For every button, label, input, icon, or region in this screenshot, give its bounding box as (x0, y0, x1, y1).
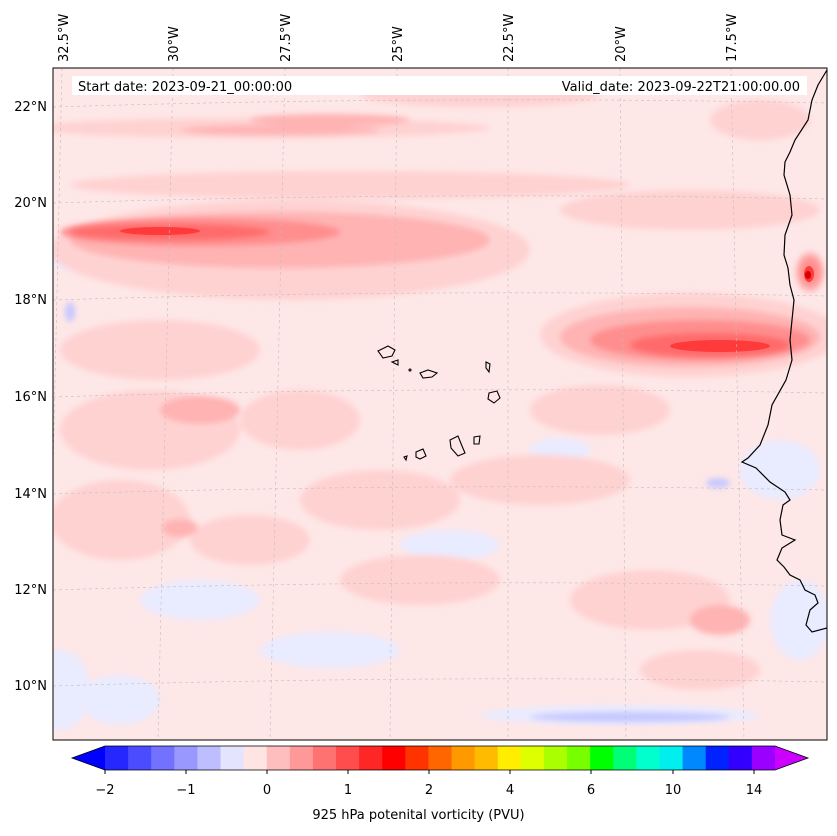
lat-label: 16°N (14, 390, 47, 405)
latitude-labels: 22°N 20°N 18°N 16°N 14°N 12°N 10°N (14, 100, 47, 694)
colorbar-segment (220, 746, 245, 770)
colorbar-segment (474, 746, 499, 770)
colorbar-segment (520, 746, 545, 770)
colorbar-segment (174, 746, 198, 770)
cb-tick-label: 0 (263, 783, 271, 798)
colorbar-segment (336, 746, 360, 770)
colorbar-segment (312, 746, 337, 770)
cb-tick-label: 14 (746, 783, 763, 798)
start-date-text: Start date: 2023-09-21_00:00:00 (78, 80, 292, 95)
colorbar-segment (451, 746, 476, 770)
colorbar-segment (567, 746, 591, 770)
colorbar-segment (266, 746, 291, 770)
colorbar-segment (497, 746, 522, 770)
cb-tick-label: −2 (95, 783, 114, 798)
colorbar-segment (751, 746, 776, 770)
colorbar-segment (197, 746, 222, 770)
colorbar-segment (613, 746, 637, 770)
header-box (72, 76, 807, 95)
lon-label: 17.5°W (725, 14, 740, 62)
map-frame (52, 67, 828, 741)
cb-tick-label: 10 (665, 783, 682, 798)
lon-label: 22.5°W (502, 14, 517, 62)
colorbar-segment (636, 746, 660, 770)
longitude-labels: 32.5°W 30°W 27.5°W 25°W 22.5°W 20°W 17.5… (57, 14, 740, 62)
colorbar-segment (590, 746, 614, 770)
cb-tick-label: 1 (344, 783, 352, 798)
colorbar-segment (543, 746, 568, 770)
colorbar-segment (382, 746, 406, 770)
lat-label: 12°N (14, 583, 47, 598)
colorbar-segment (705, 746, 730, 770)
cb-tick-label: 4 (506, 783, 514, 798)
lat-label: 18°N (14, 293, 47, 308)
colorbar-segment (289, 746, 314, 770)
lon-label: 30°W (167, 26, 182, 62)
lon-label: 27.5°W (279, 14, 294, 62)
colorbar-segment (151, 746, 175, 770)
cb-tick-label: 6 (587, 783, 595, 798)
lon-label: 32.5°W (57, 14, 72, 62)
africa-coastline (740, 69, 827, 633)
colorbar-segment (128, 746, 152, 770)
colorbar-extend-high (775, 746, 808, 770)
colorbar-segment (428, 746, 453, 770)
cb-tick-label: −1 (176, 783, 195, 798)
lon-label: 20°W (614, 26, 629, 62)
colorbar-segment (105, 746, 129, 770)
cb-tick-label: 2 (425, 783, 433, 798)
colorbar-segment (405, 746, 429, 770)
lat-label: 10°N (14, 679, 47, 694)
colorbar-segment (243, 746, 268, 770)
valid-date-text: Valid_date: 2023-09-22T21:00:00.00 (562, 80, 800, 95)
lat-label: 20°N (14, 196, 47, 211)
lat-label: 22°N (14, 100, 47, 115)
colorbar-extend-low (72, 746, 105, 770)
colorbar (70, 745, 810, 774)
cape-verde-islands (377, 345, 501, 462)
lat-label: 14°N (14, 487, 47, 502)
colorbar-segment (659, 746, 684, 770)
pv-field (53, 68, 827, 740)
colorbar-segment (359, 746, 383, 770)
colorbar-title: 925 hPa potenital vorticity (PVU) (312, 808, 525, 823)
colorbar-segment (682, 746, 707, 770)
colorbar-tick-labels: −2 −1 0 1 2 4 6 10 14 (95, 783, 762, 798)
lon-label: 25°W (391, 26, 406, 62)
colorbar-segment (728, 746, 753, 770)
